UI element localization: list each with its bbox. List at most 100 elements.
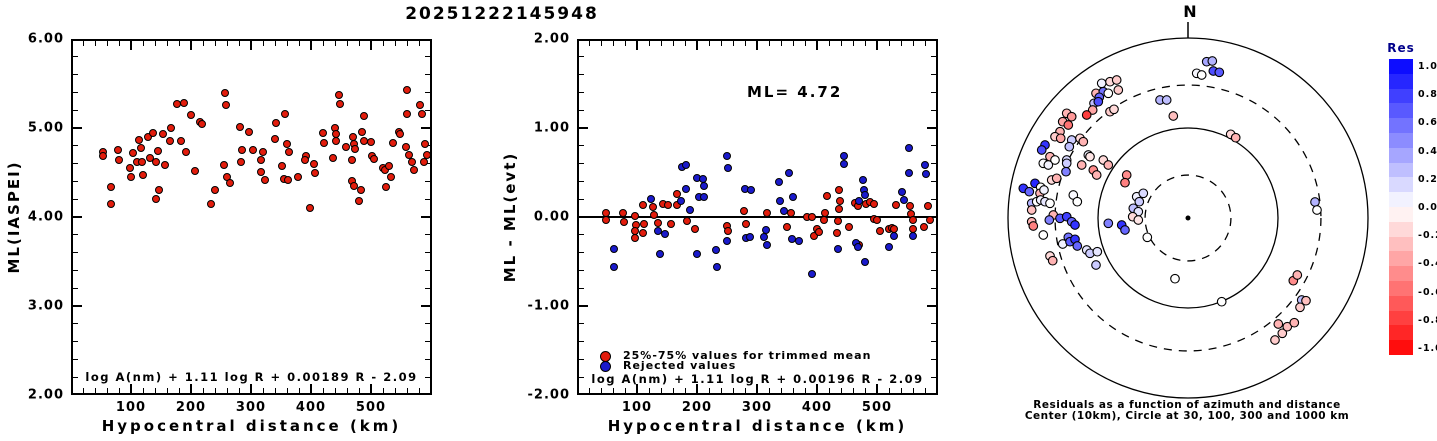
x-tick xyxy=(166,41,168,46)
data-point xyxy=(654,219,663,228)
data-point xyxy=(259,148,268,157)
y-tick xyxy=(73,287,78,289)
data-point xyxy=(840,160,849,169)
colorbar-tick-label: -0.2 xyxy=(1418,230,1437,242)
data-point xyxy=(739,206,748,215)
y-tick xyxy=(421,127,430,129)
residual-point xyxy=(1270,335,1280,345)
residual-point xyxy=(1214,67,1225,78)
x-tick xyxy=(262,41,264,46)
colorbar-cell xyxy=(1389,177,1413,193)
x-tick xyxy=(828,388,830,393)
data-point xyxy=(602,215,611,224)
y-tick xyxy=(73,145,78,147)
data-point xyxy=(235,123,244,132)
residual-point xyxy=(1170,273,1180,284)
residual-point xyxy=(1289,317,1300,328)
y-tick xyxy=(425,74,430,76)
y-tick xyxy=(931,163,936,165)
colorbar-tick-label: 0.0 xyxy=(1418,202,1437,213)
distance-ring-300km xyxy=(1054,84,1322,352)
x-tick xyxy=(370,384,372,393)
data-point xyxy=(833,245,842,254)
x-tick xyxy=(226,388,228,393)
event-magnitude-text: ML= 4.72 xyxy=(747,83,843,101)
data-point xyxy=(329,154,338,163)
residual-point xyxy=(1161,95,1172,105)
residual-point xyxy=(1072,241,1083,251)
y-tick xyxy=(931,341,936,343)
x-tick xyxy=(876,41,878,50)
x-tick xyxy=(840,41,842,46)
x-tick xyxy=(346,41,348,46)
data-point xyxy=(858,175,867,184)
data-point xyxy=(420,157,429,166)
data-point xyxy=(630,212,639,221)
residual-point xyxy=(1103,160,1114,170)
x-tick xyxy=(780,41,782,46)
y-tick xyxy=(927,305,936,307)
x-tick-label: 200 xyxy=(681,400,713,415)
x-tick xyxy=(250,41,252,50)
data-point xyxy=(920,222,929,231)
data-point xyxy=(795,237,804,246)
data-point xyxy=(257,156,266,165)
data-point xyxy=(396,130,405,139)
y-tick xyxy=(579,74,584,76)
data-point xyxy=(278,162,287,171)
residual-point xyxy=(1038,230,1049,240)
data-point xyxy=(639,220,648,229)
colorbar xyxy=(1389,59,1413,356)
residual-point xyxy=(1039,185,1049,195)
residual-point xyxy=(1091,170,1102,180)
residual-point xyxy=(1295,302,1305,313)
residual-point xyxy=(1092,246,1103,257)
x-tick xyxy=(370,41,372,50)
data-point xyxy=(908,231,917,240)
x-tick xyxy=(382,388,384,393)
y-tick xyxy=(579,323,584,325)
residual-point xyxy=(1301,295,1311,306)
data-point xyxy=(319,129,328,138)
x-tick xyxy=(636,384,638,393)
residual-point xyxy=(1024,186,1035,197)
x-tick xyxy=(828,41,830,46)
data-point xyxy=(415,100,424,109)
residual-point xyxy=(1312,205,1322,215)
data-point xyxy=(294,172,303,181)
data-point xyxy=(676,196,685,205)
y-tick xyxy=(73,234,78,236)
x-tick xyxy=(190,41,192,50)
residual-point xyxy=(1061,158,1072,169)
x-tick xyxy=(118,41,120,46)
x-tick xyxy=(394,41,396,46)
data-point xyxy=(301,156,310,165)
y-tick xyxy=(579,91,584,93)
x-tick-label: 300 xyxy=(741,400,773,415)
data-point xyxy=(861,258,870,267)
x-tick xyxy=(250,384,252,393)
y-tick xyxy=(73,56,78,58)
data-point xyxy=(876,227,885,236)
y-tick xyxy=(73,74,78,76)
data-point xyxy=(663,200,672,209)
x-tick xyxy=(238,41,240,46)
data-point xyxy=(310,169,319,178)
x-tick xyxy=(732,41,734,46)
middle-x-axis-label: Hypocentral distance (km) xyxy=(607,417,908,435)
x-tick xyxy=(202,41,204,46)
data-point xyxy=(167,124,176,132)
data-point xyxy=(682,161,691,170)
residual-point xyxy=(1036,145,1047,155)
residual-point xyxy=(1109,104,1119,115)
residual-point xyxy=(1196,70,1207,80)
data-point xyxy=(861,190,870,199)
x-tick xyxy=(708,388,710,393)
x-tick xyxy=(298,388,300,393)
data-point xyxy=(409,165,418,174)
y-tick xyxy=(579,269,584,271)
data-point xyxy=(417,109,426,118)
y-tick xyxy=(425,376,430,378)
residual-point xyxy=(1050,155,1060,165)
data-point xyxy=(238,146,247,155)
